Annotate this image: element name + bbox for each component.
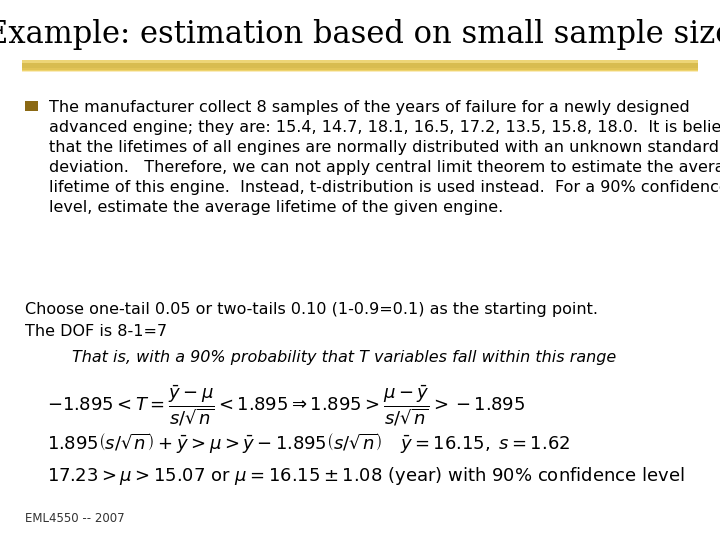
Bar xyxy=(25,101,38,111)
Text: The DOF is 8-1=7: The DOF is 8-1=7 xyxy=(25,324,167,339)
FancyBboxPatch shape xyxy=(22,68,698,72)
Text: $1.895\left(s/\sqrt{n}\right) + \bar{y} > \mu > \bar{y} - 1.895\left(s/\sqrt{n}\: $1.895\left(s/\sqrt{n}\right) + \bar{y} … xyxy=(47,432,570,456)
Text: The manufacturer collect 8 samples of the years of failure for a newly designed
: The manufacturer collect 8 samples of th… xyxy=(49,100,720,215)
Text: That is, with a 90% probability that T variables fall within this range: That is, with a 90% probability that T v… xyxy=(72,350,616,365)
Text: Example: estimation based on small sample size: Example: estimation based on small sampl… xyxy=(0,19,720,50)
Text: EML4550 -- 2007: EML4550 -- 2007 xyxy=(25,512,125,525)
Text: Choose one-tail 0.05 or two-tails 0.10 (1-0.9=0.1) as the starting point.: Choose one-tail 0.05 or two-tails 0.10 (… xyxy=(25,302,598,318)
FancyBboxPatch shape xyxy=(22,63,698,70)
Text: $17.23 > \mu > 15.07 \text{ or } \mu = 16.15 \pm 1.08 \text{ (year) with 90\% co: $17.23 > \mu > 15.07 \text{ or } \mu = 1… xyxy=(47,465,684,488)
Text: $-1.895 < T = \dfrac{\bar{y} - \mu}{s/\sqrt{n}} < 1.895\Rightarrow 1.895 > \dfra: $-1.895 < T = \dfrac{\bar{y} - \mu}{s/\s… xyxy=(47,383,525,428)
FancyBboxPatch shape xyxy=(22,60,698,71)
